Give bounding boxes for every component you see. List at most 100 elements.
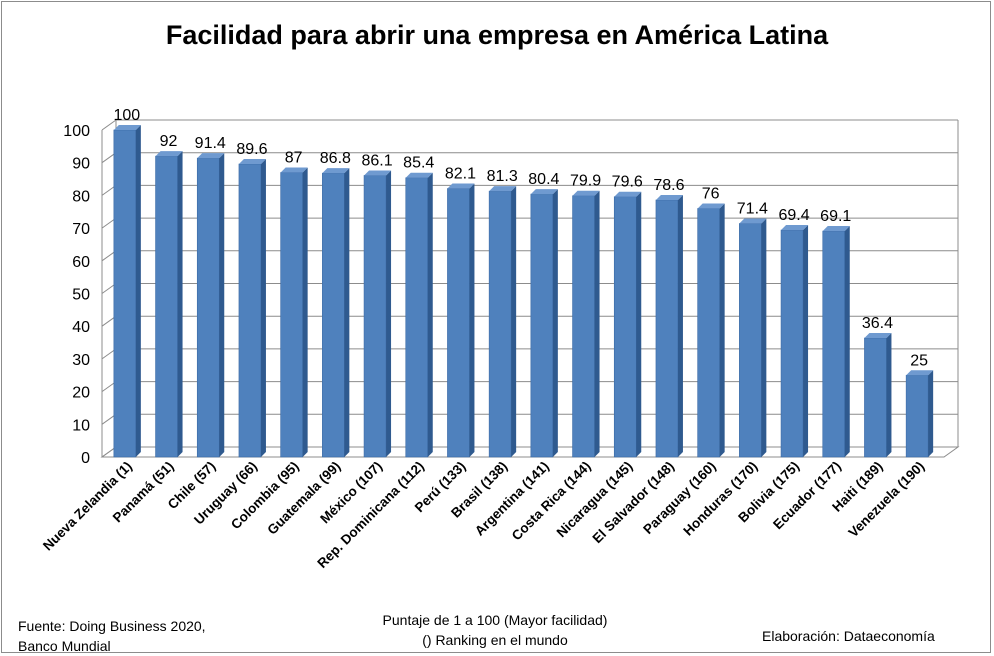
bar-side <box>552 189 558 458</box>
y-tick-label: 30 <box>72 352 90 369</box>
bar-group <box>697 203 725 458</box>
y-tick-label: 90 <box>72 156 90 173</box>
gridline-side <box>101 119 117 131</box>
bar-side <box>135 125 141 457</box>
bar <box>822 230 846 458</box>
data-label: 71.4 <box>737 201 768 218</box>
subtitle-line-2: () Ranking en el mundo <box>422 632 568 648</box>
bar-top <box>489 186 517 192</box>
bar-top <box>113 125 141 130</box>
bar-top <box>155 151 183 157</box>
bar <box>113 129 137 458</box>
bar <box>238 163 262 458</box>
bar-side <box>302 167 308 457</box>
bar-side <box>761 218 767 457</box>
bar-group <box>655 194 683 458</box>
bar-side <box>803 225 809 457</box>
bar-top <box>864 332 892 338</box>
bar <box>322 172 345 458</box>
bar <box>613 196 637 458</box>
bar-side <box>677 194 683 457</box>
bar-side <box>260 159 266 457</box>
bar-group <box>530 189 558 458</box>
data-label: 89.6 <box>236 141 267 158</box>
bar-side <box>886 332 892 457</box>
bar-side <box>636 191 642 457</box>
data-label: 100 <box>113 107 140 124</box>
bar-side <box>719 203 725 457</box>
bar-top <box>238 159 266 165</box>
data-label: 86.1 <box>361 152 392 169</box>
bar-group <box>613 191 642 458</box>
bar <box>405 177 429 458</box>
data-label: 78.6 <box>653 177 684 194</box>
bar-top <box>447 183 475 189</box>
data-label: 91.4 <box>195 135 226 152</box>
x-category-label: Paraguay (160) <box>640 459 719 538</box>
source-line-1: Fuente: Doing Business 2020, <box>18 618 206 634</box>
y-tick-label: 60 <box>72 254 90 271</box>
bars-layer <box>113 125 934 458</box>
data-label: 36.4 <box>862 315 893 332</box>
data-label: 69.1 <box>820 208 851 225</box>
bar-top <box>530 189 558 195</box>
bar-top <box>906 370 934 376</box>
bar-top <box>655 194 683 200</box>
bar <box>572 195 595 458</box>
bar-side <box>427 172 433 457</box>
bar-group <box>739 218 767 458</box>
bar-top <box>739 218 767 224</box>
bar-side <box>511 186 517 458</box>
bar-top <box>364 170 392 176</box>
data-label: 81.3 <box>487 168 518 185</box>
bar <box>864 337 887 458</box>
bar <box>196 157 220 458</box>
data-label: 92 <box>160 133 178 150</box>
bar-group <box>363 170 392 458</box>
bar-top <box>614 191 642 197</box>
y-tick-label: 50 <box>72 287 90 304</box>
chart-subtitle: Puntaje de 1 a 100 (Mayor facilidad) () … <box>330 610 660 650</box>
y-tick-label: 80 <box>72 188 90 205</box>
source-line-2: Banco Mundial <box>18 638 111 654</box>
bar-side <box>844 226 850 457</box>
bar-group <box>280 167 308 458</box>
bar-side <box>386 170 392 457</box>
source-note: Fuente: Doing Business 2020, Banco Mundi… <box>18 616 206 656</box>
bar-group <box>488 186 517 458</box>
data-label: 69.4 <box>778 207 809 224</box>
y-tick-label: 20 <box>72 385 90 402</box>
bar-top <box>197 153 225 159</box>
bar-group <box>405 172 433 458</box>
data-label: 87 <box>285 150 303 167</box>
bar-side <box>344 168 350 457</box>
bar-group <box>822 226 850 458</box>
bar <box>780 229 804 458</box>
data-label: 82.1 <box>445 166 476 183</box>
x-category-label: Guatemala (99) <box>264 459 343 538</box>
data-label: 85.4 <box>403 155 434 172</box>
bar-group <box>238 159 266 458</box>
bar <box>739 223 762 458</box>
y-tick-label: 100 <box>63 123 90 140</box>
data-label: 79.6 <box>612 174 643 191</box>
data-label: 76 <box>702 185 720 202</box>
data-label: 79.9 <box>570 173 601 190</box>
y-tick-label: 10 <box>72 417 90 434</box>
subtitle-line-1: Puntaje de 1 a 100 (Mayor facilidad) <box>382 612 608 628</box>
x-category-label: Honduras (170) <box>680 459 760 539</box>
bar-group <box>322 168 350 458</box>
bar-top <box>405 172 433 178</box>
bar-group <box>113 125 141 458</box>
chart-title: Facilidad para abrir una empresa en Amér… <box>165 20 829 50</box>
bar-side <box>219 153 225 457</box>
bar <box>488 190 512 458</box>
bar <box>655 199 679 458</box>
data-label: 86.8 <box>320 150 351 167</box>
bar-side <box>469 183 475 457</box>
bar-side <box>177 151 183 457</box>
bar-top <box>280 167 308 173</box>
bar-group <box>905 370 934 458</box>
